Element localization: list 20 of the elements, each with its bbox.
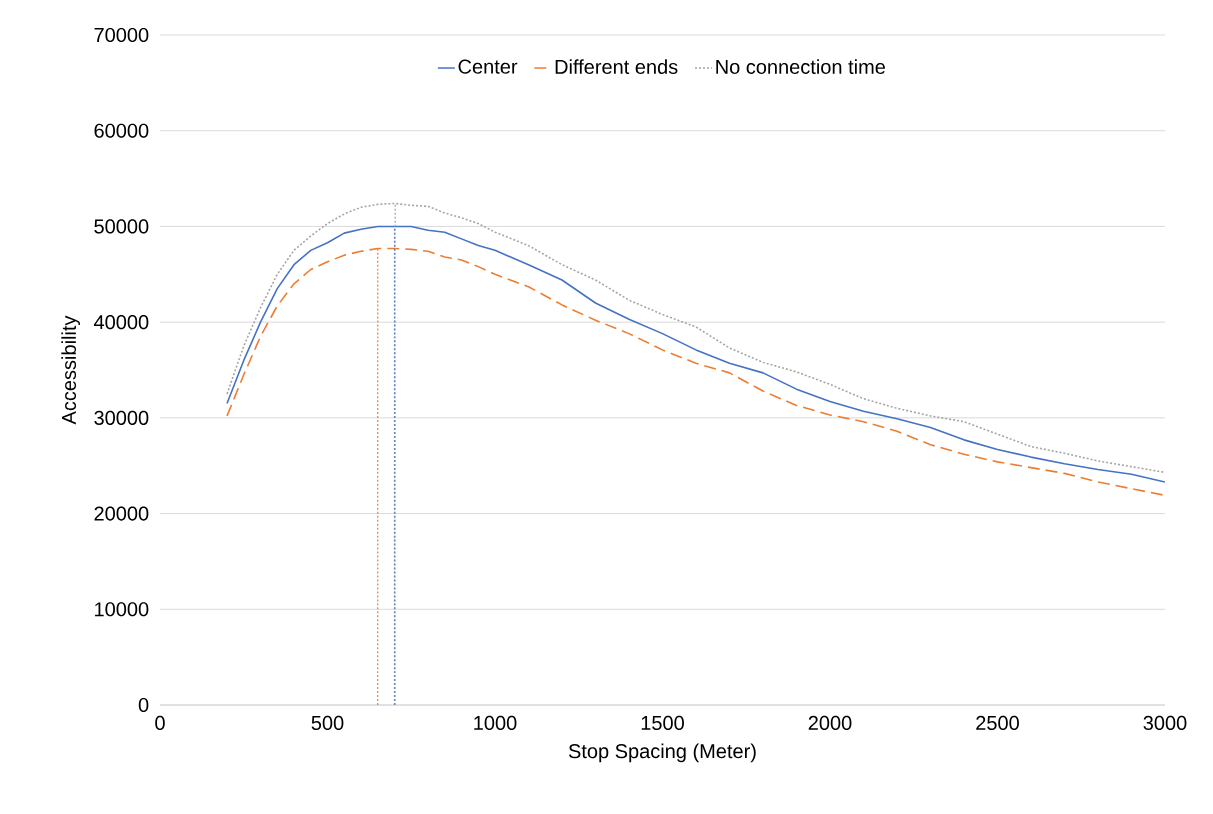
- x-tick-label: 0: [155, 715, 165, 731]
- y-tick-label: 40000: [93, 315, 149, 330]
- x-axis-title: Stop Spacing (Meter): [568, 743, 756, 763]
- y-tick-label: 50000: [94, 219, 149, 234]
- y-tick-label: 30000: [94, 410, 149, 425]
- x-tick-label: 2000: [808, 715, 852, 731]
- x-tick-label: 500: [311, 715, 344, 731]
- y-axis-title: Accessibility: [61, 315, 80, 425]
- y-tick-label: 0: [138, 697, 149, 713]
- y-tick-label: 20000: [94, 506, 149, 521]
- x-tick-label: 1500: [641, 715, 684, 731]
- legend-label: No connection time: [716, 59, 885, 74]
- x-tick-label: 2500: [976, 715, 1019, 731]
- legend-label: Center: [458, 59, 518, 74]
- y-tick-label: 60000: [94, 123, 149, 138]
- x-tick-label: 3000: [1143, 715, 1187, 731]
- y-tick-label: 70000: [94, 27, 149, 43]
- legend-label: Different ends: [555, 59, 678, 74]
- x-tick-label: 1000: [474, 715, 517, 731]
- y-tick-label: 10000: [95, 602, 149, 617]
